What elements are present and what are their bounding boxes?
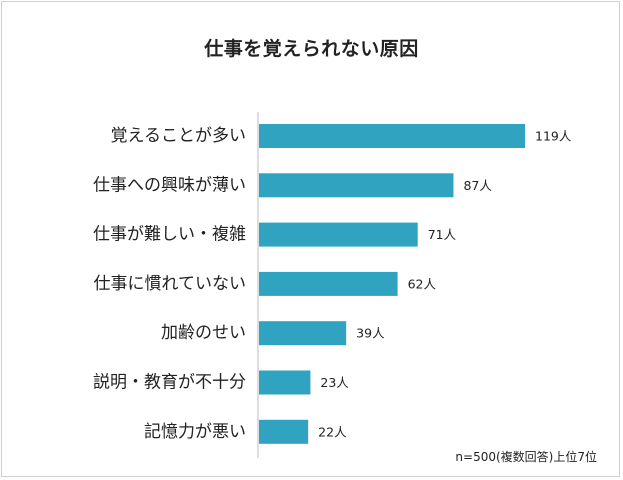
sample-footnote: n=500(複数回答)上位7位 [455, 450, 597, 464]
value-label: 119人 [535, 129, 572, 144]
chart-title: 仕事を覚えられない原因 [204, 38, 419, 60]
bar [259, 370, 311, 395]
value-label: 22人 [318, 424, 347, 439]
category-label: 覚えることが多い [111, 126, 247, 146]
category-label: 仕事に慣れていない [94, 274, 247, 294]
category-label: 加齢のせい [161, 323, 246, 343]
value-label: 62人 [408, 276, 437, 291]
value-label: 23人 [320, 375, 349, 390]
value-label: 87人 [463, 178, 492, 193]
category-label: 仕事が難しい・複雑 [93, 225, 246, 245]
category-label: 説明・教育が不十分 [93, 373, 246, 393]
value-label: 39人 [356, 326, 385, 341]
bar [259, 271, 398, 296]
value-label: 71人 [428, 227, 457, 242]
category-label: 仕事への興味が薄い [93, 175, 246, 195]
bar [259, 222, 418, 247]
category-label: 記憶力が悪い [144, 422, 246, 442]
bar [259, 419, 309, 444]
bar [259, 321, 347, 346]
bar [259, 124, 525, 148]
bar [259, 173, 454, 198]
